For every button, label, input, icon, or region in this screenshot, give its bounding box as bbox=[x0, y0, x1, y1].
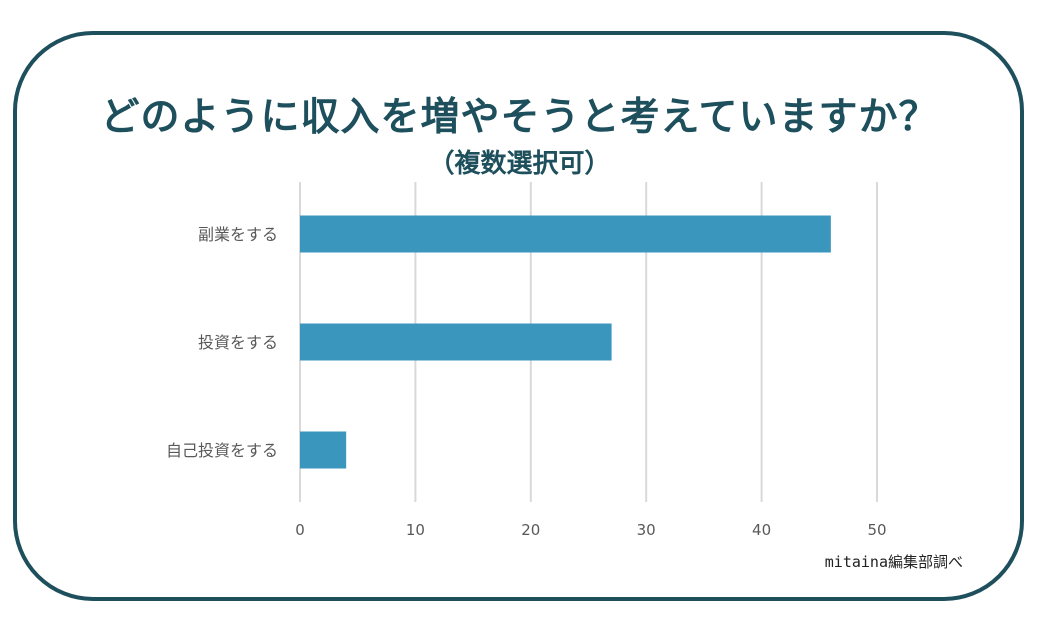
source-note: mitaina編集部調べ bbox=[824, 553, 963, 571]
x-tick-labels: 0 10 20 30 40 50 bbox=[295, 521, 886, 539]
bars bbox=[300, 215, 831, 469]
bar bbox=[300, 215, 831, 253]
x-tick-label: 10 bbox=[406, 521, 425, 539]
chart-title: どのように収入を増やそうと考えていますか？ bbox=[100, 95, 939, 140]
x-tick-label: 40 bbox=[752, 521, 771, 539]
x-tick-label: 30 bbox=[637, 521, 656, 539]
x-tick-label: 20 bbox=[521, 521, 540, 539]
chart-subtitle: （複数選択可） bbox=[428, 149, 611, 179]
category-label: 投資をする bbox=[198, 333, 278, 352]
bar bbox=[300, 323, 612, 361]
category-label: 副業をする bbox=[198, 225, 278, 244]
bar bbox=[300, 431, 347, 469]
x-tick-label: 50 bbox=[867, 521, 886, 539]
rounded-frame bbox=[13, 31, 1024, 601]
x-tick-label: 0 bbox=[295, 521, 305, 539]
category-label: 自己投資をする bbox=[166, 441, 278, 460]
